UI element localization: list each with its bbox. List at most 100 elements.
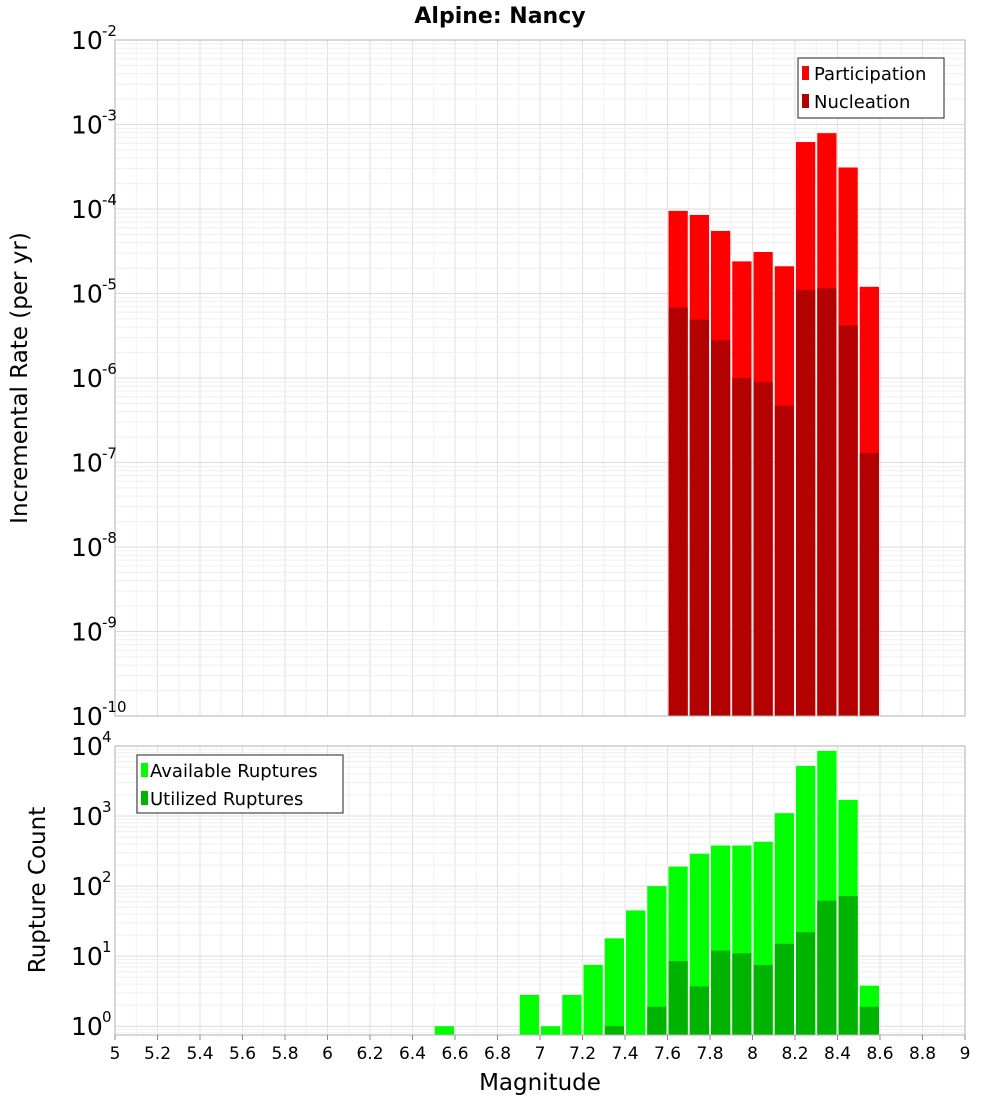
nucleation-bar <box>796 290 816 716</box>
rate-y-tick-exponent: -5 <box>102 276 117 294</box>
available-ruptures-bar <box>583 964 603 1035</box>
rate-y-tick-base: 10 <box>71 449 103 478</box>
available-ruptures-bar <box>604 938 624 1035</box>
x-tick-label: 6.2 <box>356 1044 383 1064</box>
count-y-tick-base: 10 <box>71 802 103 831</box>
rate-legend: Participation Nucleation <box>797 57 945 119</box>
available-ruptures-bar <box>626 910 646 1035</box>
x-tick-label: 5.2 <box>144 1044 171 1064</box>
rate-y-tick-base: 10 <box>71 618 103 647</box>
x-tick-label: 7.6 <box>654 1044 681 1064</box>
available-ruptures-bar <box>647 886 667 1035</box>
x-tick-label: 6.6 <box>441 1044 468 1064</box>
participation-legend-label: Participation <box>814 64 926 85</box>
rate-y-tick-base: 10 <box>71 195 103 224</box>
available-legend-label: Available Ruptures <box>150 761 318 782</box>
rate-y-tick-exponent: -9 <box>102 614 117 632</box>
nucleation-legend-label: Nucleation <box>814 92 910 113</box>
available-ruptures-bar <box>434 1026 454 1035</box>
count-legend-box <box>136 754 344 814</box>
nucleation-bar <box>774 405 794 716</box>
utilized-ruptures-bar <box>817 900 837 1035</box>
utilized-ruptures-bar <box>796 932 816 1035</box>
count-y-tick-base: 10 <box>71 942 103 971</box>
rate-y-tick-exponent: -8 <box>102 529 117 547</box>
rate-y-tick-exponent: -7 <box>102 445 117 463</box>
x-tick-label: 6.8 <box>484 1044 511 1064</box>
count-y-tick-exponent: 3 <box>102 798 112 816</box>
x-tick-label: 8 <box>747 1044 758 1064</box>
x-tick-label: 8.6 <box>866 1044 893 1064</box>
nucleation-bar <box>838 325 858 716</box>
count-y-tick-exponent: 0 <box>102 1008 112 1026</box>
rate-y-tick-base: 10 <box>71 26 103 55</box>
nucleation-bar <box>817 288 837 716</box>
utilized-ruptures-bar <box>859 1006 879 1035</box>
rate-legend-box <box>797 57 945 119</box>
nucleation-bar <box>753 381 773 716</box>
x-tick-label: 7.4 <box>611 1044 638 1064</box>
x-tick-label: 7.2 <box>569 1044 596 1064</box>
x-tick-label: 5 <box>110 1044 121 1064</box>
count-y-tick-base: 10 <box>71 732 103 761</box>
rate-y-tick-exponent: -2 <box>102 22 117 40</box>
nucleation-legend-swatch <box>802 94 809 108</box>
utilized-ruptures-bar <box>689 986 709 1035</box>
rate-y-tick-base: 10 <box>71 533 103 562</box>
nucleation-bar <box>732 378 752 716</box>
utilized-ruptures-bar <box>604 1026 624 1035</box>
nucleation-bar <box>689 319 709 716</box>
participation-legend-swatch <box>802 66 809 80</box>
chart-title: Alpine: Nancy <box>414 4 585 29</box>
rate-y-tick-exponent: -6 <box>102 360 117 378</box>
x-tick-label: 7 <box>535 1044 546 1064</box>
count-y-tick-exponent: 2 <box>102 868 112 886</box>
x-tick-label: 6 <box>322 1044 333 1064</box>
nucleation-bar <box>668 307 688 716</box>
count-y-tick-exponent: 4 <box>102 728 112 746</box>
utilized-legend-swatch <box>141 791 148 805</box>
count-y-tick-base: 10 <box>71 1012 103 1041</box>
nucleation-bar <box>859 452 879 716</box>
rate-y-tick-base: 10 <box>71 364 103 393</box>
count-legend: Available Ruptures Utilized Ruptures <box>136 754 344 814</box>
x-tick-label: 9 <box>960 1044 971 1064</box>
rate-y-tick-base: 10 <box>71 111 103 140</box>
available-ruptures-bar <box>519 994 539 1035</box>
utilized-ruptures-bar <box>647 1006 667 1035</box>
count-bars <box>434 750 879 1035</box>
rate-y-axis-label: Incremental Rate (per yr) <box>7 232 33 524</box>
utilized-ruptures-bar <box>753 964 773 1035</box>
count-y-axis-label: Rupture Count <box>25 807 51 973</box>
utilized-ruptures-bar <box>838 896 858 1035</box>
rate-y-tick-base: 10 <box>71 702 103 731</box>
x-tick-label: 7.8 <box>696 1044 723 1064</box>
utilized-ruptures-bar <box>711 950 731 1035</box>
rate-grid <box>114 40 966 717</box>
rate-plot-frame <box>114 39 966 717</box>
rate-bars <box>668 133 879 717</box>
utilized-ruptures-bar <box>774 943 794 1035</box>
count-y-tick-exponent: 1 <box>102 938 112 956</box>
x-tick-label: 8.4 <box>824 1044 851 1064</box>
rate-y-tick-exponent: -10 <box>102 698 127 716</box>
available-legend-swatch <box>141 763 148 777</box>
rate-y-ticks: 10-210-310-410-510-610-710-810-910-10 <box>71 22 127 731</box>
rate-panel: 10-210-310-410-510-610-710-810-910-10 In… <box>7 22 966 731</box>
x-tick-label: 8.8 <box>909 1044 936 1064</box>
x-tick-label: 6.4 <box>399 1044 426 1064</box>
available-ruptures-bar <box>541 1026 561 1035</box>
nucleation-bar <box>711 340 731 716</box>
utilized-ruptures-bar <box>668 961 688 1035</box>
rate-y-tick-exponent: -3 <box>102 107 117 125</box>
x-tick-label: 8.2 <box>781 1044 808 1064</box>
x-tick-label: 5.8 <box>271 1044 298 1064</box>
utilized-legend-label: Utilized Ruptures <box>150 789 303 810</box>
x-tick-label: 5.4 <box>186 1044 213 1064</box>
x-ticks: 5 5.2 5.4 5.6 5.8 6 6.2 6.4 6.6 6.8 7 7.2 7.4 7.6 7.8 8… <box>110 1035 971 1064</box>
x-tick-label: 5.6 <box>229 1044 256 1064</box>
